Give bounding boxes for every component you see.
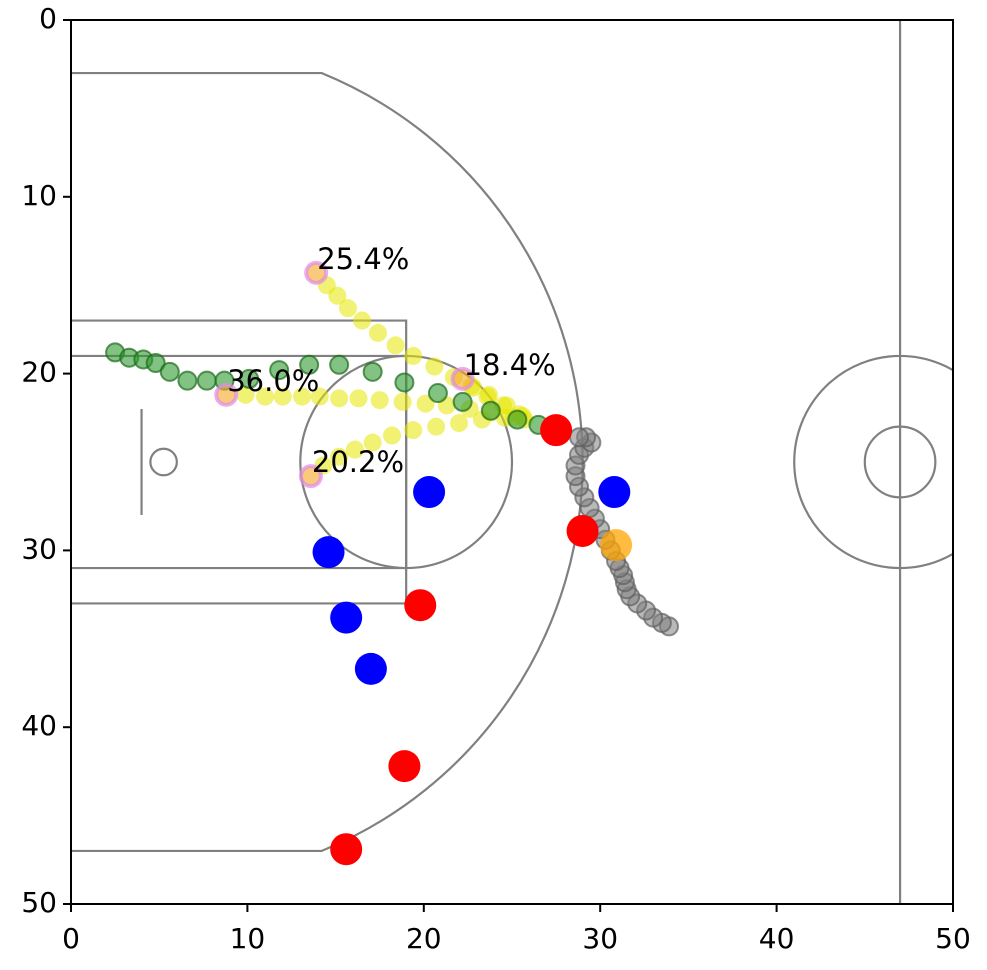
data-point xyxy=(214,382,239,407)
data-point xyxy=(310,387,329,406)
data-point xyxy=(362,361,383,382)
x-tick-label: 10 xyxy=(230,922,266,955)
data-point xyxy=(256,387,275,406)
data-point xyxy=(368,323,387,342)
y-tick-label: 20 xyxy=(21,356,57,389)
data-point xyxy=(425,357,444,376)
data-point xyxy=(386,336,405,355)
data-point xyxy=(566,514,599,547)
data-point xyxy=(450,414,469,433)
data-point xyxy=(404,589,437,622)
data-point xyxy=(299,354,320,375)
data-point xyxy=(239,368,260,389)
data-point xyxy=(452,391,473,412)
y-tick-label: 0 xyxy=(39,2,57,35)
data-point xyxy=(298,464,323,489)
data-label: 36.0% xyxy=(227,364,319,398)
data-point xyxy=(349,389,368,408)
data-point xyxy=(427,417,446,436)
data-point xyxy=(346,440,365,459)
data-point xyxy=(600,529,633,562)
data-point xyxy=(312,536,345,569)
y-tick-label: 10 xyxy=(21,179,57,212)
data-point xyxy=(404,421,423,440)
data-point xyxy=(159,361,180,382)
data-point xyxy=(450,366,475,391)
center-circle-inner xyxy=(863,425,937,499)
data-point xyxy=(329,354,350,375)
data-point xyxy=(293,387,312,406)
data-point xyxy=(196,370,217,391)
data-point xyxy=(363,433,382,452)
data-point xyxy=(370,391,389,410)
y-tick-label: 30 xyxy=(21,532,57,565)
data-point xyxy=(338,299,357,318)
data-point xyxy=(404,346,423,365)
x-tick-label: 40 xyxy=(759,922,795,955)
x-tick-label: 50 xyxy=(935,922,971,955)
paint-inner xyxy=(71,354,408,570)
data-point xyxy=(304,260,329,285)
data-point xyxy=(177,370,198,391)
data-point xyxy=(354,652,387,685)
hoop xyxy=(149,447,178,477)
y-tick-label: 40 xyxy=(21,709,57,742)
data-point xyxy=(330,389,349,408)
data-point xyxy=(540,414,573,447)
x-tick-label: 30 xyxy=(582,922,618,955)
data-label: 18.4% xyxy=(464,348,556,382)
data-point xyxy=(598,476,631,509)
plot-area xyxy=(105,260,679,866)
y-tick-label: 50 xyxy=(21,886,57,919)
data-point xyxy=(328,286,347,305)
data-point xyxy=(480,400,501,421)
data-point xyxy=(273,387,292,406)
axes-frame xyxy=(70,19,954,905)
data-point xyxy=(393,392,412,411)
data-point xyxy=(330,833,363,866)
data-point xyxy=(330,601,363,634)
data-point xyxy=(507,409,528,430)
data-label: 20.2% xyxy=(312,445,404,479)
data-point xyxy=(394,372,415,393)
court xyxy=(71,20,953,904)
data-point xyxy=(353,311,372,330)
data-point xyxy=(145,352,166,373)
data-point xyxy=(569,427,590,448)
data-point xyxy=(383,426,402,445)
data-label: 25.4% xyxy=(317,242,409,276)
data-point xyxy=(388,750,421,783)
center-circle xyxy=(793,354,953,570)
data-point xyxy=(427,383,448,404)
data-point xyxy=(330,447,349,466)
x-tick-label: 20 xyxy=(406,922,442,955)
x-tick-label: 0 xyxy=(62,922,80,955)
data-point xyxy=(413,476,446,509)
data-point xyxy=(269,360,290,381)
data-point xyxy=(236,385,255,404)
